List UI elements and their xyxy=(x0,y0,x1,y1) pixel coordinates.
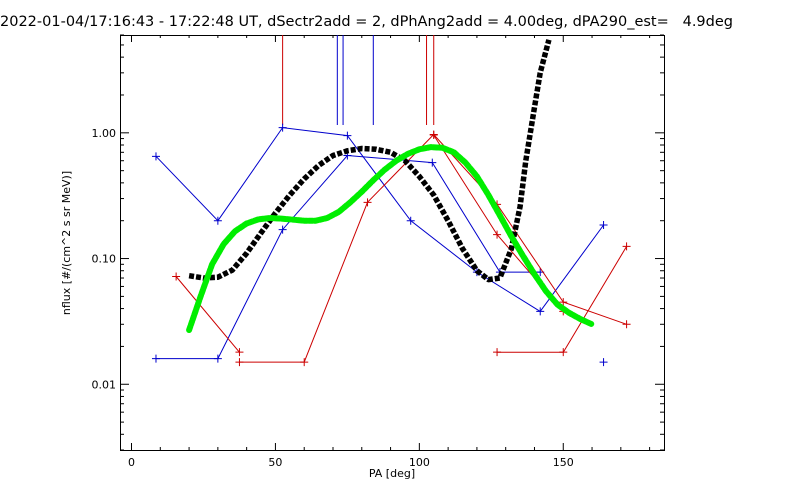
x-axis-label: PA [deg] xyxy=(369,467,415,480)
plot-frame xyxy=(120,35,665,451)
x-tick-label-3: 150 xyxy=(553,456,574,469)
series-4-point-1 xyxy=(300,358,309,367)
series-0-point-3 xyxy=(343,131,352,140)
y-tick-label-1: 0.10 xyxy=(92,253,117,266)
y-axis-label: nflux [#/(cm^2 s sr MeV)] xyxy=(60,171,73,315)
y-tick-label-0: 0.01 xyxy=(92,378,117,391)
series-1-point-0 xyxy=(151,354,160,363)
series-5-point-1 xyxy=(493,230,502,239)
series-1-point-4 xyxy=(428,158,437,167)
y-tick-label-2: 1.00 xyxy=(92,127,117,140)
series-6-point-0 xyxy=(493,348,502,357)
series-0-point-0 xyxy=(151,152,160,161)
series-2-point-0 xyxy=(599,358,608,367)
axes: 0 50 100 150 0.01 0.10 1.00 xyxy=(92,34,664,469)
chart-title: 2022-01-04/17:16:43 - 17:22:48 UT, dSect… xyxy=(0,14,733,30)
series-4-point-2 xyxy=(363,198,372,207)
series-5-point-0 xyxy=(429,131,438,140)
series-0-point-2 xyxy=(278,123,287,132)
series-3-point-1 xyxy=(235,348,244,357)
series-line-3 xyxy=(175,276,240,353)
series-line-0 xyxy=(155,127,605,313)
series-1-point-2 xyxy=(278,225,287,234)
series-line-8 xyxy=(186,144,595,333)
series-line-4 xyxy=(239,133,627,363)
series-0-point-7 xyxy=(599,220,608,229)
series-4-point-6 xyxy=(622,320,631,329)
x-tick-label-2: 100 xyxy=(409,456,430,469)
series-0-point-1 xyxy=(213,216,222,225)
plot-marks xyxy=(151,35,631,367)
series-6-point-2 xyxy=(622,242,631,251)
x-tick-label-1: 50 xyxy=(268,456,282,469)
x-tick-label-0: 0 xyxy=(128,456,135,469)
series-4-point-0 xyxy=(235,358,244,367)
series-3-point-0 xyxy=(172,272,181,281)
series-6-point-1 xyxy=(559,348,568,357)
series-0-point-6 xyxy=(536,307,545,316)
series-0-point-4 xyxy=(406,216,415,225)
series-1-point-1 xyxy=(213,354,222,363)
series-line-7 xyxy=(188,39,552,283)
series-4-point-5 xyxy=(559,298,568,307)
